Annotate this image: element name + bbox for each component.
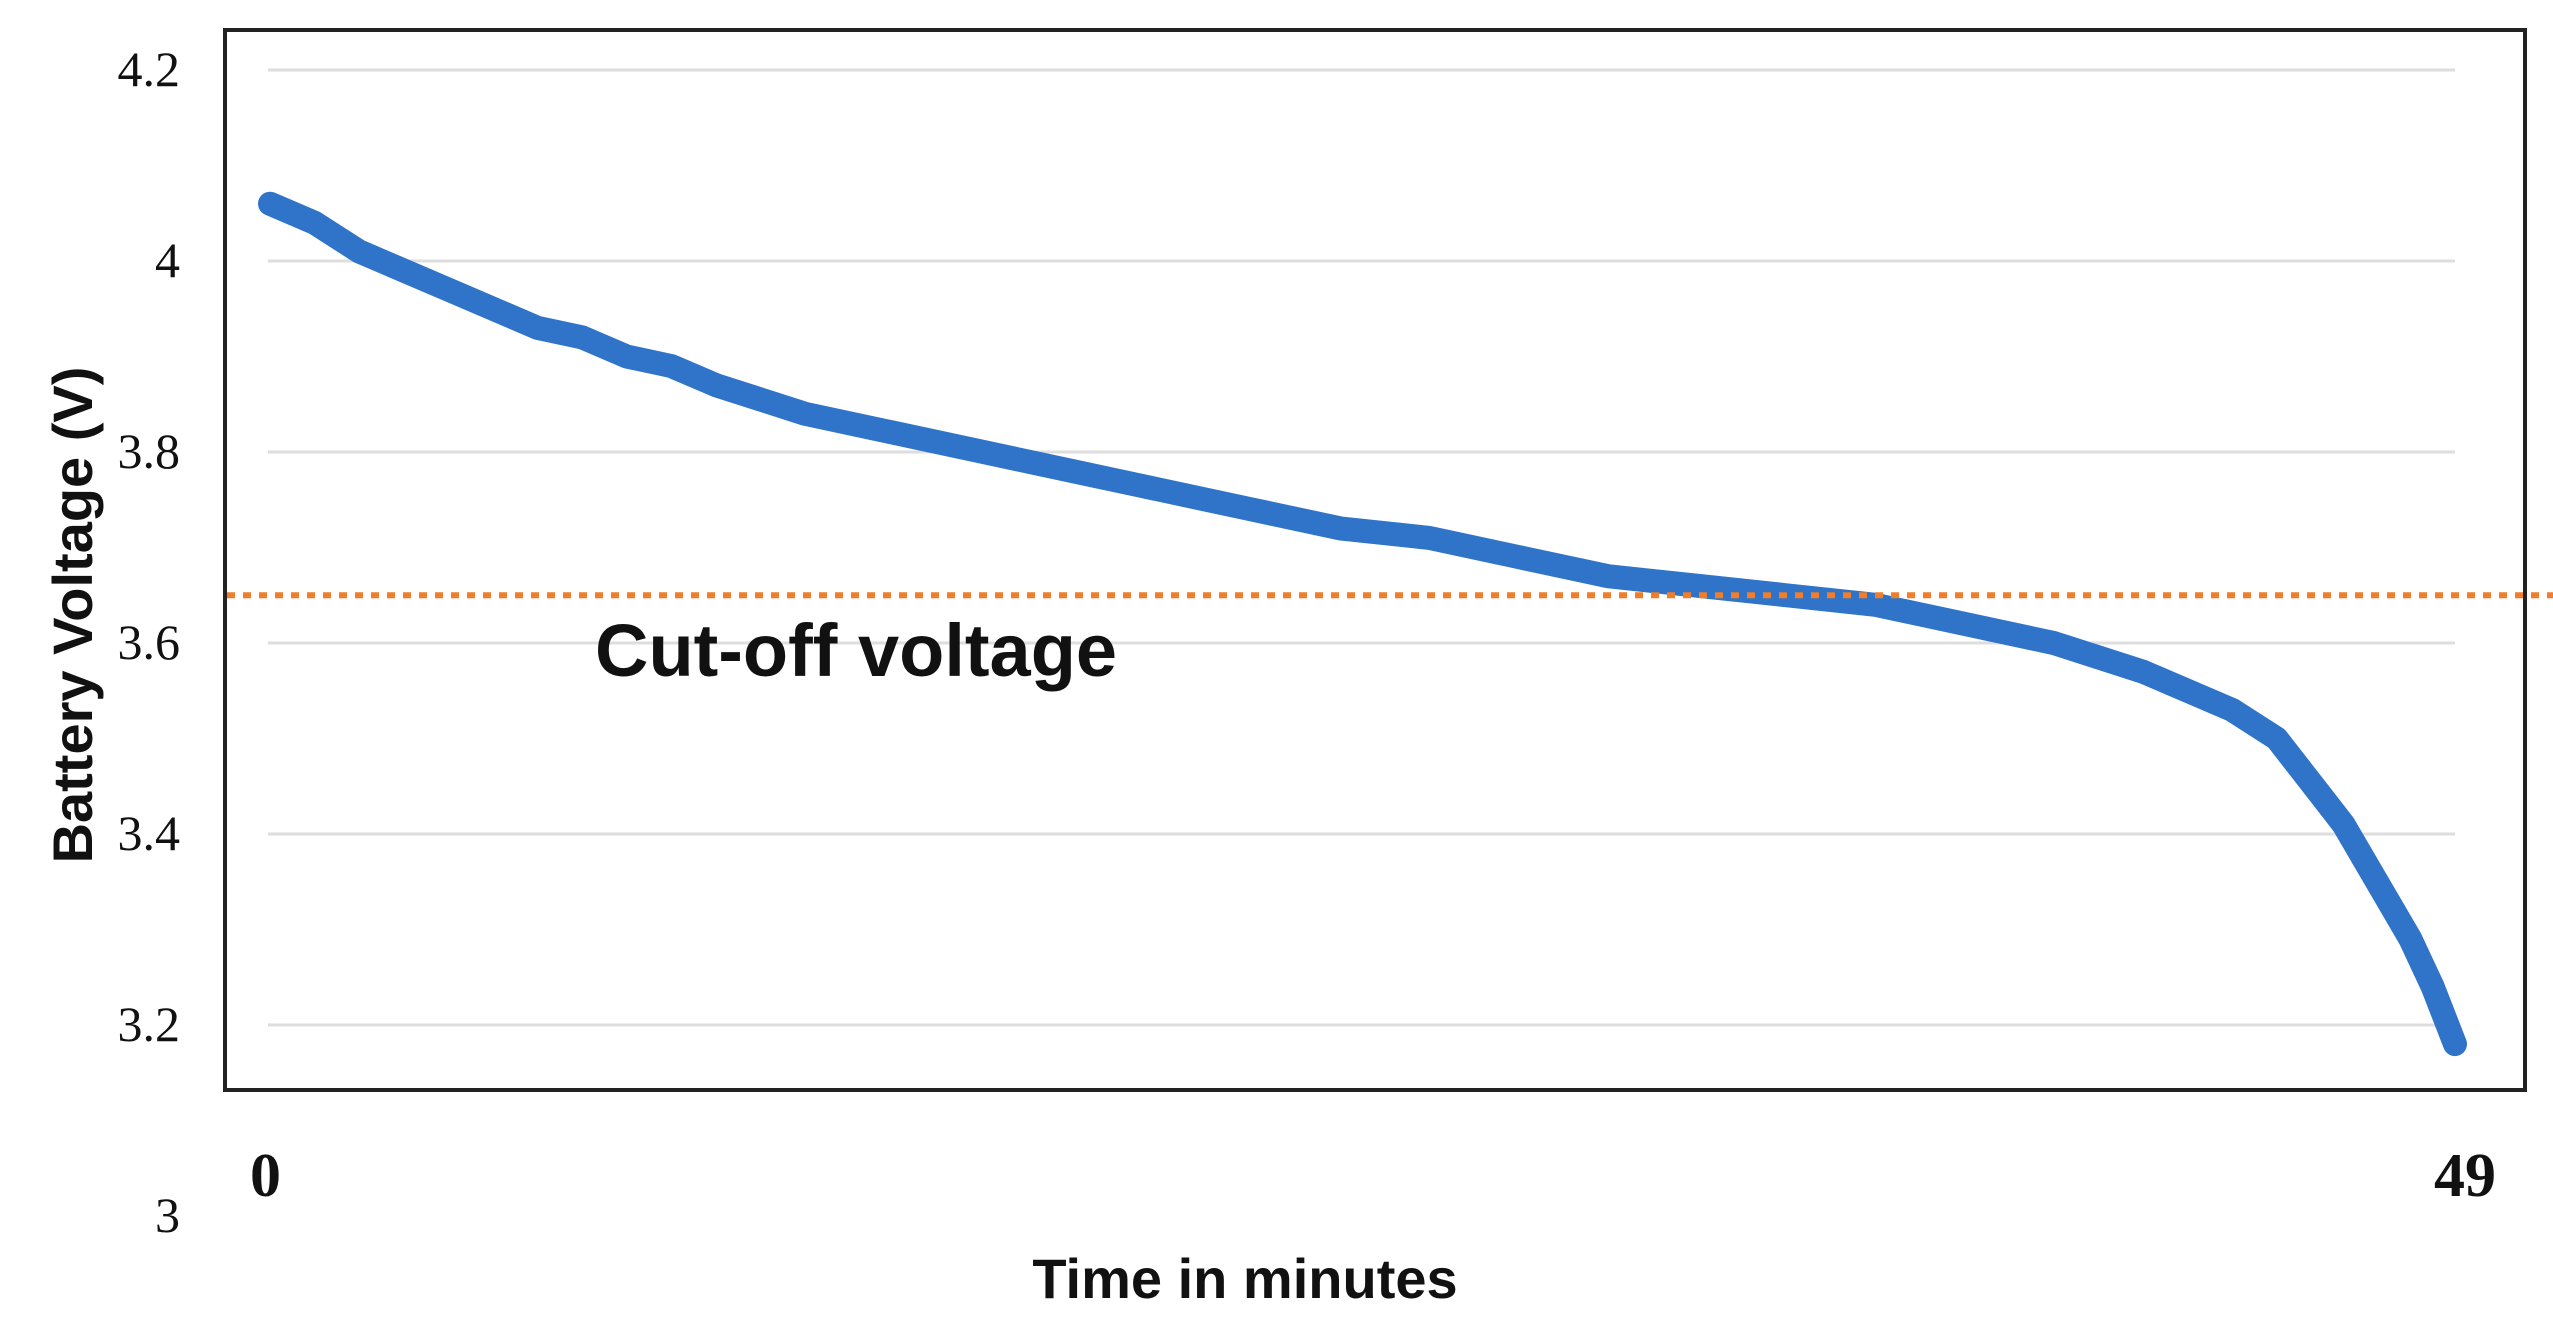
plot-area-frame	[223, 28, 2527, 1092]
x-tick-label: 49	[2434, 1142, 2496, 1210]
y-axis-label: Battery Voltage (V)	[41, 367, 104, 864]
y-tick-label: 3.6	[118, 614, 181, 670]
x-tick-labels: 0 49	[250, 1142, 2496, 1210]
cutoff-voltage-label: Cut-off voltage	[595, 609, 1117, 692]
y-tick-label: 3.2	[118, 996, 181, 1052]
series-line-0	[258, 191, 2467, 1057]
y-tick-label: 3.8	[118, 423, 181, 479]
gridlines	[268, 68, 2455, 1027]
x-tick-label: 0	[250, 1142, 281, 1210]
series-group	[258, 191, 2467, 1057]
y-tick-label: 3.4	[118, 805, 181, 861]
y-tick-label: 4.2	[118, 41, 181, 97]
y-tick-label: 3	[155, 1187, 180, 1243]
y-tick-label: 4	[155, 232, 180, 288]
y-tick-labels: 4.2 4 3.8 3.6 3.4 3.2 3	[118, 41, 181, 1243]
x-axis-label: Time in minutes	[1032, 1247, 1457, 1310]
